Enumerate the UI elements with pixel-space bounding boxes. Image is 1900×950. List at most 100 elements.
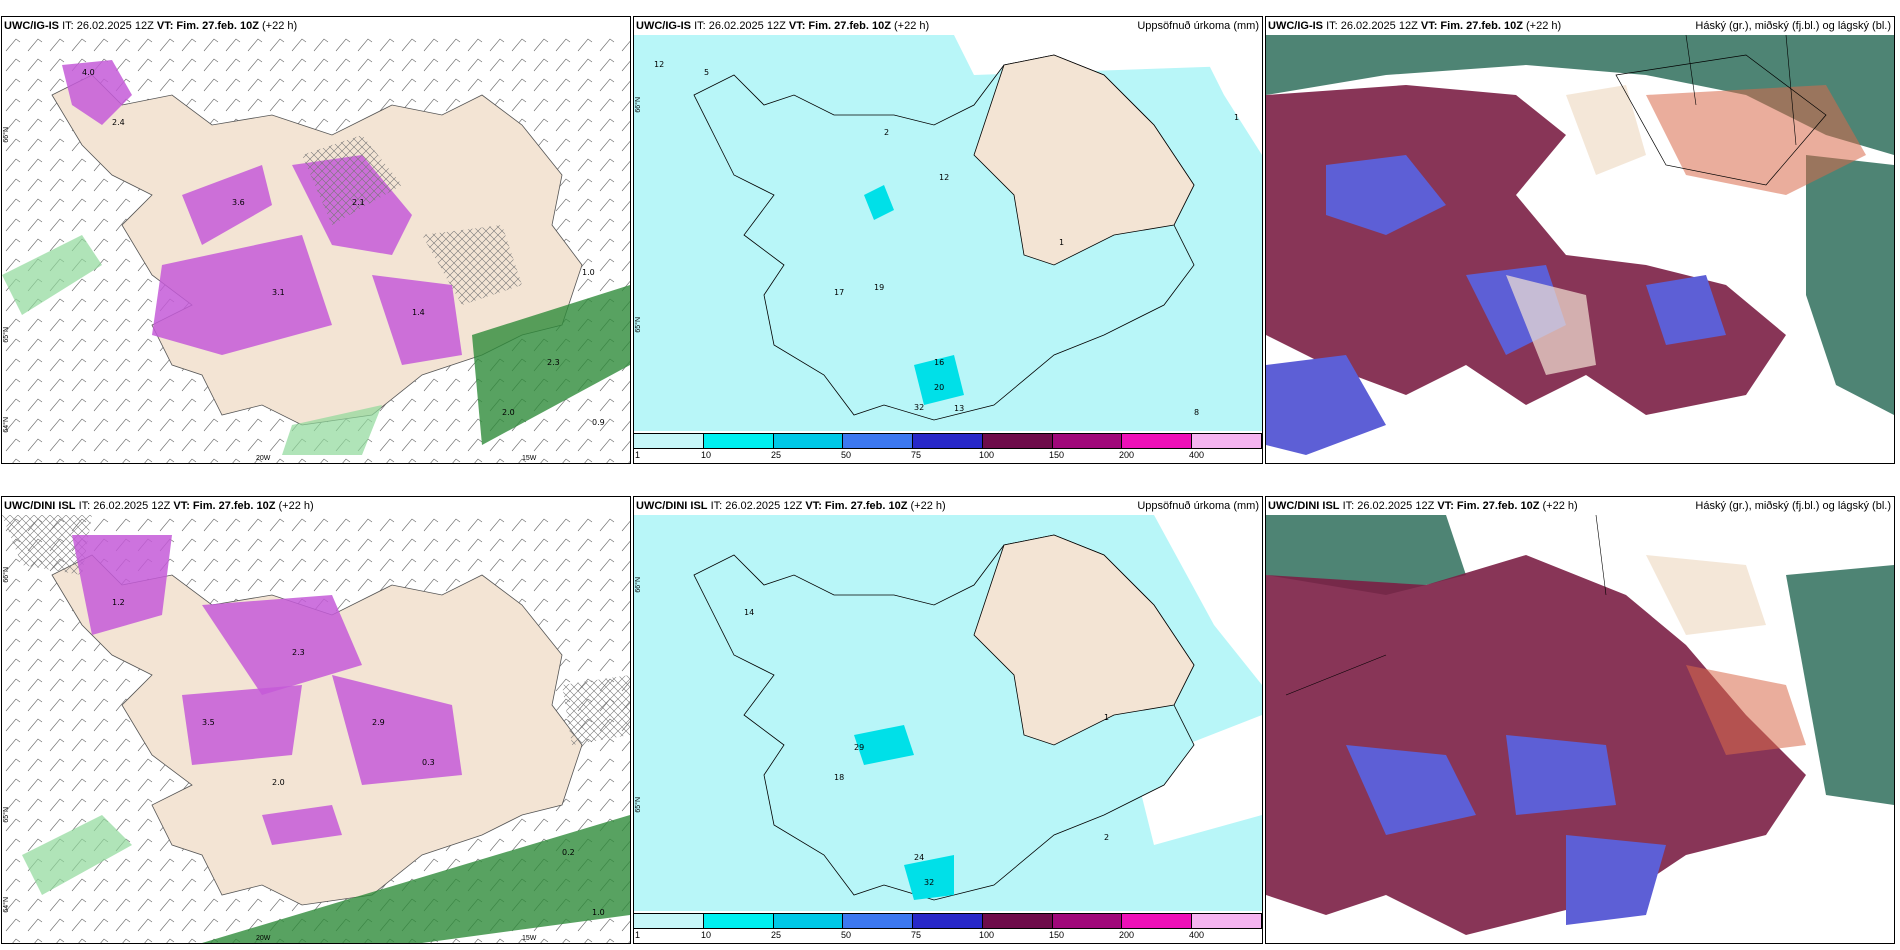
- svg-text:2.0: 2.0: [272, 778, 285, 787]
- colorbar-label: 400: [1189, 930, 1205, 940]
- svg-text:14: 14: [744, 608, 754, 617]
- colorbar-swatch: [1121, 433, 1193, 449]
- svg-text:0.3: 0.3: [422, 758, 435, 767]
- panel-header: UWC/DINI ISL IT: 26.02.2025 12Z VT: Fim.…: [634, 497, 1262, 515]
- colorbar-label: 150: [1049, 930, 1065, 940]
- svg-text:1: 1: [1104, 713, 1109, 722]
- panel-header: UWC/IG-IS IT: 26.02.2025 12Z VT: Fim. 27…: [4, 20, 298, 32]
- panel-title: Uppsöfnuð úrkoma (mm): [1137, 20, 1259, 32]
- panel-title: Uppsöfnuð úrkoma (mm): [1137, 500, 1259, 512]
- colorbar-swatch: [912, 433, 983, 449]
- colorbar-swatch: [634, 433, 704, 449]
- colorbar-label: 1: [635, 450, 641, 460]
- colorbar-swatch: [981, 433, 1053, 449]
- panel-dini-snow: UWC/DINI ISL IT: 26.02.2025 12Z VT: Fim.…: [1, 496, 631, 944]
- svg-text:32: 32: [924, 878, 934, 887]
- svg-text:2.3: 2.3: [292, 648, 305, 657]
- svg-text:3.6: 3.6: [232, 198, 245, 207]
- colorbar-swatch: [702, 433, 774, 449]
- panel-header: UWC/IG-IS IT: 26.02.2025 12Z VT: Fim. 27…: [1266, 17, 1894, 35]
- lat-label: 65°N: [3, 807, 10, 823]
- colorbar-label: 100: [979, 930, 995, 940]
- colorbar-label: 50: [841, 450, 852, 460]
- panel-header: UWC/IG-IS IT: 26.02.2025 12Z VT: Fim. 27…: [634, 17, 1262, 35]
- weather-map: 1.2 2.3 3.5 2.9 0.3 2.0 0.2 1.0: [2, 515, 630, 943]
- cloud-map: [1266, 35, 1894, 463]
- colorbar-label: 75: [911, 930, 922, 940]
- svg-text:1.4: 1.4: [412, 308, 425, 317]
- colorbar-label: 100: [979, 450, 995, 460]
- svg-text:2: 2: [884, 128, 889, 137]
- lat-label: 66°N: [635, 97, 642, 113]
- colorbar-label: 50: [841, 930, 852, 940]
- colorbar-swatches: [634, 913, 1262, 929]
- svg-text:12: 12: [939, 173, 949, 182]
- svg-text:20: 20: [934, 383, 944, 392]
- colorbar-label: 200: [1119, 450, 1135, 460]
- lat-label: 65°N: [635, 317, 642, 333]
- colorbar-swatch: [1191, 433, 1262, 449]
- svg-text:1.2: 1.2: [112, 598, 125, 607]
- svg-text:2.0: 2.0: [502, 408, 515, 417]
- precip-map: 12 5 2 12 1 1 17 19 16 20 32 13 8: [634, 35, 1262, 463]
- colorbar-swatch: [842, 433, 914, 449]
- svg-text:13: 13: [954, 404, 964, 413]
- svg-text:16: 16: [934, 358, 944, 367]
- colorbar-label: 1: [635, 930, 641, 940]
- panel-title: Háský (gr.), miðský (fj.bl.) og lágský (…: [1695, 20, 1891, 32]
- colorbar-swatch: [981, 913, 1053, 929]
- colorbar-swatch: [1051, 913, 1123, 929]
- lon-label: 20W: [256, 455, 271, 462]
- colorbar-label: 150: [1049, 450, 1065, 460]
- svg-text:3.1: 3.1: [272, 288, 285, 297]
- svg-text:1.0: 1.0: [582, 268, 595, 277]
- colorbar-label: 10: [701, 450, 712, 460]
- colorbar-swatch: [1191, 913, 1262, 929]
- svg-text:2.1: 2.1: [352, 198, 365, 207]
- svg-text:2: 2: [1104, 833, 1109, 842]
- colorbar: 1 10 25 50 75 100 150 200 400: [634, 911, 1262, 943]
- svg-text:1: 1: [1234, 113, 1239, 122]
- colorbar-label: 10: [701, 930, 712, 940]
- panel-ig-is-clouds: UWC/IG-IS IT: 26.02.2025 12Z VT: Fim. 27…: [1265, 16, 1895, 464]
- colorbar-swatch: [772, 433, 844, 449]
- colorbar-label: 75: [911, 450, 922, 460]
- svg-text:4.0: 4.0: [82, 68, 95, 77]
- colorbar-swatch: [1121, 913, 1193, 929]
- precip-map: 14 18 29 24 32 1 2 12: [634, 515, 1262, 943]
- svg-text:2.4: 2.4: [112, 118, 125, 127]
- svg-text:1: 1: [1059, 238, 1064, 247]
- colorbar: 1 10 25 50 75 100 150 200 400: [634, 431, 1262, 463]
- svg-text:2.3: 2.3: [547, 358, 560, 367]
- svg-text:0.2: 0.2: [562, 848, 575, 857]
- colorbar-label: 400: [1189, 450, 1205, 460]
- colorbar-swatch: [702, 913, 774, 929]
- lon-label: 15W: [522, 455, 537, 462]
- svg-text:1.0: 1.0: [592, 908, 605, 917]
- weather-map: 4.0 2.4 3.6 3.1 2.1 1.4 1.0 0.9 2.3 2.0: [2, 35, 630, 463]
- panel-dini-clouds: UWC/DINI ISL IT: 26.02.2025 12Z VT: Fim.…: [1265, 496, 1895, 944]
- colorbar-labels: 1 10 25 50 75 100 150 200 400: [634, 450, 1262, 462]
- svg-text:0.9: 0.9: [592, 418, 605, 427]
- colorbar-swatches: [634, 433, 1262, 449]
- colorbar-labels: 1 10 25 50 75 100 150 200 400: [634, 930, 1262, 942]
- lon-label: 20W: [256, 935, 271, 942]
- svg-text:17: 17: [834, 288, 844, 297]
- colorbar-swatch: [772, 913, 844, 929]
- svg-text:19: 19: [874, 283, 884, 292]
- colorbar-swatch: [912, 913, 983, 929]
- svg-text:24: 24: [914, 853, 924, 862]
- svg-text:3.5: 3.5: [202, 718, 215, 727]
- panel-header: UWC/DINI ISL IT: 26.02.2025 12Z VT: Fim.…: [1266, 497, 1894, 515]
- lat-label: 65°N: [3, 327, 10, 343]
- svg-text:18: 18: [834, 773, 844, 782]
- svg-text:2.9: 2.9: [372, 718, 385, 727]
- lat-label: 66°N: [3, 127, 10, 143]
- colorbar-swatch: [1051, 433, 1123, 449]
- lat-label: 66°N: [3, 567, 10, 583]
- svg-text:29: 29: [854, 743, 864, 752]
- panel-title: Háský (gr.), miðský (fj.bl.) og lágský (…: [1695, 500, 1891, 512]
- colorbar-label: 200: [1119, 930, 1135, 940]
- lat-label: 65°N: [635, 797, 642, 813]
- lat-label: 64°N: [3, 897, 10, 913]
